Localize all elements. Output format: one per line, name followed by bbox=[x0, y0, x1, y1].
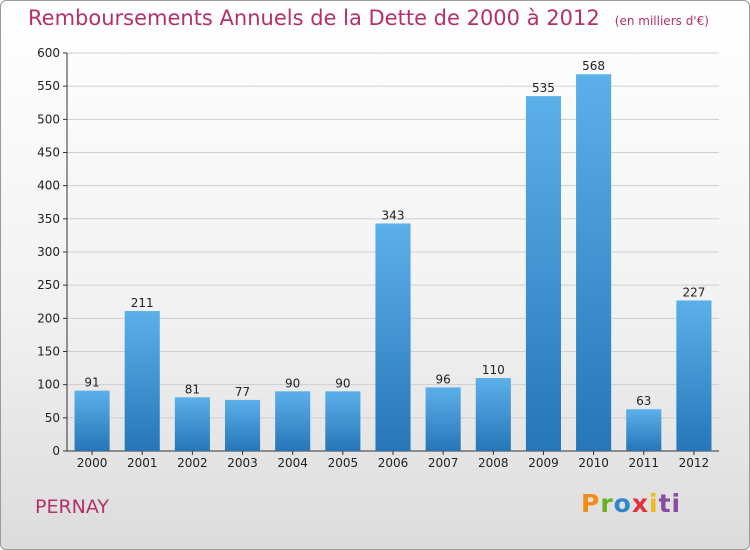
y-tick-label: 600 bbox=[37, 46, 60, 60]
bar-2002 bbox=[174, 397, 210, 451]
y-tick-label: 450 bbox=[37, 146, 60, 160]
bar-2003 bbox=[224, 399, 261, 451]
proxiti-logo: Proxiti bbox=[581, 489, 681, 518]
data-label-2002: 81 bbox=[185, 382, 200, 396]
y-tick-label: 0 bbox=[52, 444, 60, 458]
logo-letter: ti bbox=[658, 489, 682, 518]
y-tick-label: 100 bbox=[37, 378, 60, 392]
logo-letter: P bbox=[581, 489, 601, 518]
data-label-2009: 535 bbox=[532, 81, 555, 95]
x-tick-label: 2007 bbox=[428, 456, 459, 470]
bar-2006 bbox=[375, 223, 411, 451]
data-label-2011: 63 bbox=[636, 394, 651, 408]
chart-title-text: Remboursements Annuels de la Dette de 20… bbox=[28, 6, 600, 30]
x-tick-label: 2002 bbox=[177, 456, 208, 470]
x-tick-label: 2004 bbox=[277, 456, 308, 470]
x-tick-label: 2000 bbox=[77, 456, 108, 470]
x-tick-label: 2005 bbox=[328, 456, 359, 470]
bar-2010 bbox=[576, 74, 612, 451]
bar-2009 bbox=[525, 96, 562, 451]
y-tick-label: 550 bbox=[37, 79, 60, 93]
y-tick-label: 200 bbox=[37, 311, 60, 325]
chart-title: Remboursements Annuels de la Dette de 20… bbox=[28, 6, 709, 30]
bar-2005 bbox=[325, 391, 361, 451]
y-tick-label: 150 bbox=[37, 345, 60, 359]
commune-name: PERNAY bbox=[35, 496, 110, 518]
x-tick-label: 2010 bbox=[578, 456, 609, 470]
y-tick-label: 400 bbox=[37, 179, 60, 193]
data-label-2001: 211 bbox=[131, 296, 154, 310]
logo-letter: x bbox=[631, 489, 649, 518]
bar-2011 bbox=[626, 409, 662, 451]
data-label-2007: 96 bbox=[436, 372, 451, 386]
y-tick-label: 50 bbox=[45, 411, 60, 425]
y-tick-label: 300 bbox=[37, 245, 60, 259]
x-tick-label: 2012 bbox=[679, 456, 710, 470]
x-tick-label: 2008 bbox=[478, 456, 509, 470]
data-label-2006: 343 bbox=[382, 208, 405, 222]
bar-2007 bbox=[425, 387, 461, 451]
data-label-2005: 90 bbox=[335, 376, 350, 390]
x-tick-label: 2001 bbox=[127, 456, 158, 470]
x-tick-label: 2011 bbox=[628, 456, 659, 470]
bar-2000 bbox=[74, 390, 110, 451]
axes: 0 50 100 150 200 250 300 350 400 450 500 550 600 2000… bbox=[37, 46, 719, 470]
logo-letter: i bbox=[649, 489, 659, 518]
x-tick-label: 2006 bbox=[378, 456, 409, 470]
bar-2004 bbox=[275, 391, 311, 451]
y-tick-label: 350 bbox=[37, 212, 60, 226]
data-label-2010: 568 bbox=[582, 59, 605, 73]
logo-letter: r bbox=[600, 489, 614, 518]
data-labels: 91 211 81 77 90 90 343 96 110 535 568 63 227 bbox=[84, 59, 705, 408]
data-label-2008: 110 bbox=[482, 363, 505, 377]
x-tick-label: 2009 bbox=[528, 456, 559, 470]
data-label-2000: 91 bbox=[84, 376, 99, 390]
data-label-2012: 227 bbox=[682, 285, 705, 299]
y-tick-label: 250 bbox=[37, 278, 60, 292]
data-label-2004: 90 bbox=[285, 376, 300, 390]
bars bbox=[74, 74, 712, 451]
x-tick-label: 2003 bbox=[227, 456, 258, 470]
data-label-2003: 77 bbox=[235, 385, 250, 399]
logo-letter: o bbox=[613, 489, 632, 518]
y-tick-label: 500 bbox=[37, 112, 60, 126]
chart-unit: (en milliers d'€) bbox=[614, 14, 709, 28]
bar-2001 bbox=[124, 311, 160, 451]
bar-2012 bbox=[676, 300, 712, 451]
bar-2008 bbox=[475, 378, 511, 451]
